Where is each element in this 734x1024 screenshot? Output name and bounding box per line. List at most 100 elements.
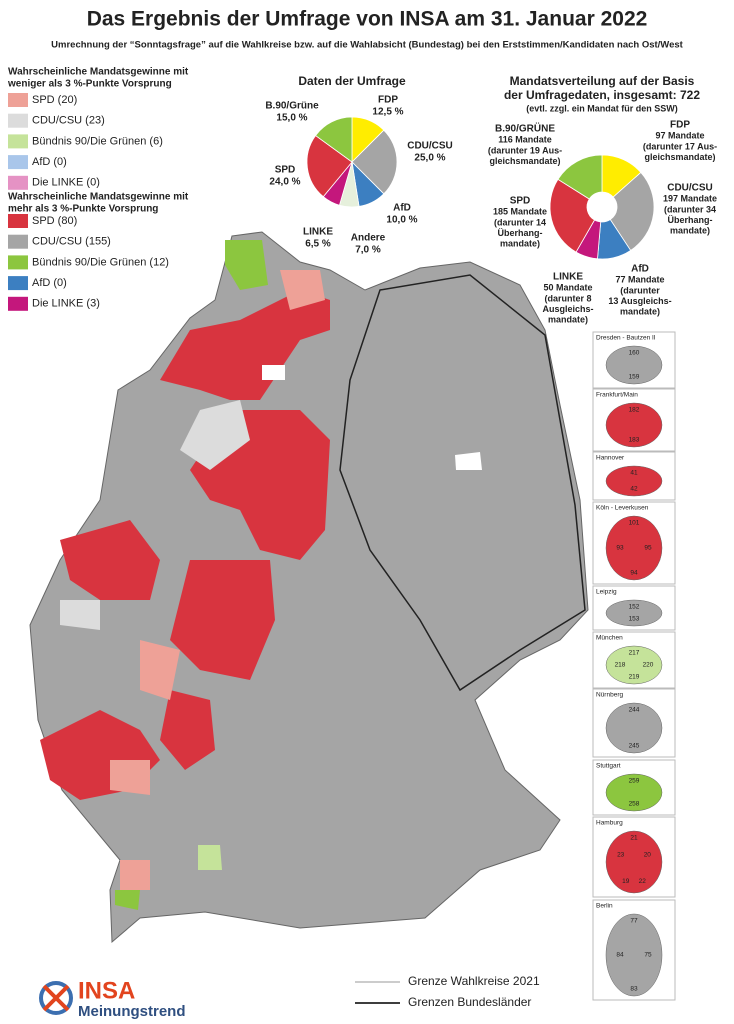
inset-number: 22 xyxy=(639,878,647,885)
inset-area xyxy=(605,402,663,448)
subtitle: Umrechnung der “Sonntagsfrage” auf die W… xyxy=(51,40,684,51)
pie-slice xyxy=(549,178,596,253)
inset-title: Hamburg xyxy=(596,820,623,827)
map-legend-label: Grenzen Bundesländer xyxy=(408,995,531,1009)
slice-note: (darunter xyxy=(620,285,660,295)
inset-area xyxy=(605,599,663,627)
slice-note: Überhang- xyxy=(498,228,543,238)
slice-note: (darunter 17 Aus- xyxy=(643,141,717,151)
slice-value: 116 Mandate xyxy=(498,134,552,144)
legend-label: CDU/CSU (23) xyxy=(32,115,105,127)
slice-label: Andere xyxy=(351,233,386,244)
inset-number: 258 xyxy=(629,801,640,808)
inset-title: Köln - Leverkusen xyxy=(596,505,649,512)
inset-number: 159 xyxy=(629,374,640,381)
inset-number: 20 xyxy=(644,851,652,858)
slice-note: (darunter 14 xyxy=(494,217,546,227)
slice-value: 77 Mandate xyxy=(615,274,664,284)
slice-label: CDU/CSU xyxy=(407,141,453,152)
inset-number: 152 xyxy=(629,604,640,611)
pie-slice xyxy=(557,154,603,200)
legend-title: Wahrscheinliche Mandatsgewinne mit xyxy=(8,67,189,78)
inset-number: 244 xyxy=(629,707,640,714)
inset-number: 84 xyxy=(616,952,624,959)
slice-note: gleichsmandate) xyxy=(489,156,560,166)
slice-note: 13 Ausgleichs- xyxy=(608,296,671,306)
slice-note: mandate) xyxy=(548,314,588,324)
inset-number: 77 xyxy=(630,918,638,925)
pie-slice xyxy=(609,171,655,251)
slice-value: 197 Mandate xyxy=(663,193,717,203)
logo-brand: INSA xyxy=(78,977,135,1004)
legend-swatch xyxy=(8,155,28,170)
slice-value: 50 Mandate xyxy=(543,282,592,292)
inset-number: 101 xyxy=(629,520,640,527)
legend-swatch xyxy=(8,296,28,311)
slice-label: B.90/GRÜNE xyxy=(495,122,555,135)
inset-frames: Dresden - Bautzen II 160 159 Frankfurt/Main… xyxy=(592,331,676,1001)
inset-number: 95 xyxy=(644,545,652,552)
slice-label: FDP xyxy=(378,95,398,106)
inset-area xyxy=(605,465,663,497)
legend-label: Bündnis 90/Die Grünen (12) xyxy=(32,256,169,268)
legend-label: SPD (80) xyxy=(32,215,77,227)
slice-note: Ausgleichs- xyxy=(542,304,593,314)
inset-number: 259 xyxy=(629,778,640,785)
chart-subtitle: (evtl. zzgl. ein Mandat für den SSW) xyxy=(526,103,678,113)
pie-slice xyxy=(315,116,353,163)
legend-label: AfD (0) xyxy=(32,277,67,289)
legend-label: SPD (20) xyxy=(32,94,77,106)
legend-swatch xyxy=(8,276,28,291)
inset-area xyxy=(605,773,663,812)
inset-title: Leipzig xyxy=(596,589,617,596)
inset-area xyxy=(605,515,663,581)
inset-area xyxy=(605,913,663,997)
legend-label: Bündnis 90/Die Grünen (6) xyxy=(32,135,163,147)
inset-title: Berlin xyxy=(596,903,613,910)
legend-swatch xyxy=(8,93,28,107)
slice-value: 7,0 % xyxy=(355,245,381,256)
slice-value: 6,5 % xyxy=(305,239,331,250)
map xyxy=(29,231,589,944)
inset-number: 153 xyxy=(629,616,640,623)
inset-number: 245 xyxy=(629,743,640,750)
inset-number: 94 xyxy=(630,570,638,577)
inset-number: 182 xyxy=(629,407,640,414)
slice-label: FDP xyxy=(670,120,690,131)
slice-note: (darunter 19 Aus- xyxy=(488,145,562,155)
legend-swatch xyxy=(8,255,28,270)
slice-value: 10,0 % xyxy=(386,215,417,226)
legend-title: mehr als 3 %-Punkte Vorsprung xyxy=(8,204,158,215)
inset-number: 218 xyxy=(615,662,626,669)
legend-swatch xyxy=(8,175,28,190)
logo-tagline: Meinungstrend xyxy=(78,1003,186,1020)
legend-label: CDU/CSU (155) xyxy=(32,236,111,248)
legend-title: Wahrscheinliche Mandatsgewinne mit xyxy=(8,192,189,203)
slice-label: SPD xyxy=(275,165,296,176)
logo: INSA Meinungstrend xyxy=(39,977,186,1020)
slice-value: 185 Mandate xyxy=(493,206,547,216)
legend-swatch xyxy=(8,134,28,149)
slice-label: CDU/CSU xyxy=(667,183,713,194)
legend-title: weniger als 3 %-Punkte Vorsprung xyxy=(7,79,172,90)
slice-note: Überhang- xyxy=(668,215,713,225)
inset-number: 220 xyxy=(643,662,654,669)
inset-area xyxy=(605,830,663,894)
legend-label: Die LINKE (3) xyxy=(32,298,100,310)
inset-number: 83 xyxy=(630,986,638,993)
inset-number: 41 xyxy=(630,470,638,477)
chart-title: der Umfragedaten, insgesamt: 722 xyxy=(504,88,700,102)
legend-label: Die LINKE (0) xyxy=(32,177,100,189)
slice-value: 12,5 % xyxy=(372,107,403,118)
inset-title: Hannover xyxy=(596,455,625,462)
slice-label: AfD xyxy=(631,264,649,275)
legend-label: AfD (0) xyxy=(32,156,67,168)
inset-number: 19 xyxy=(622,878,630,885)
title: Das Ergebnis der Umfrage von INSA am 31.… xyxy=(87,8,648,31)
slice-note: (darunter 8 xyxy=(544,293,591,303)
legend-swatch xyxy=(8,234,28,249)
inset-area xyxy=(605,645,663,685)
slice-label: LINKE xyxy=(303,227,333,238)
inset-number: 21 xyxy=(630,835,638,842)
